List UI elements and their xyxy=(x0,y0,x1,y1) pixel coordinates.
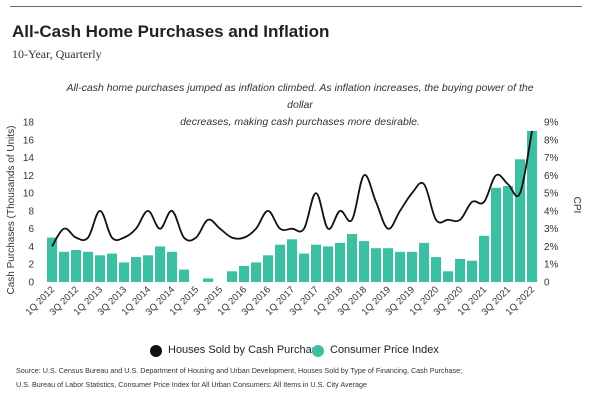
cpi-bar xyxy=(167,251,178,282)
left-tick-label: 0 xyxy=(28,278,34,289)
cpi-bar xyxy=(479,235,490,282)
left-tick-label: 6 xyxy=(28,224,34,235)
left-tick-label: 2 xyxy=(28,260,34,271)
right-tick-label: 9% xyxy=(544,118,559,129)
cpi-bar xyxy=(203,278,214,282)
chart-description: All-cash home purchases jumped as inflat… xyxy=(60,80,540,131)
cpi-bar xyxy=(503,186,514,282)
source-note: Source: U.S. Census Bureau and U.S. Depa… xyxy=(16,364,581,392)
cpi-bar xyxy=(131,257,142,282)
cpi-bar xyxy=(347,234,358,282)
cpi-bar xyxy=(47,237,58,282)
right-tick-label: 6% xyxy=(544,171,559,182)
cpi-bar xyxy=(239,266,250,282)
cpi-bar xyxy=(143,255,154,282)
right-tick-label: 8% xyxy=(544,135,559,146)
cpi-bar xyxy=(371,248,382,282)
cpi-bar xyxy=(383,248,394,282)
cpi-bar xyxy=(155,246,166,282)
cash-purchase-line xyxy=(51,130,533,247)
cpi-bar xyxy=(455,258,466,282)
left-tick-label: 4 xyxy=(28,242,34,253)
cpi-bar xyxy=(275,244,286,282)
cpi-bar xyxy=(311,244,322,282)
cpi-bar xyxy=(527,130,538,282)
left-tick-label: 10 xyxy=(23,189,35,200)
right-tick-label: 3% xyxy=(544,224,559,235)
cpi-bar xyxy=(515,159,526,282)
source-line-2: U.S. Bureau of Labor Statistics, Consume… xyxy=(16,380,368,389)
legend-label-cpi: Consumer Price Index xyxy=(330,344,439,356)
cpi-bar xyxy=(83,251,94,282)
cpi-bar xyxy=(263,255,274,282)
right-tick-label: 2% xyxy=(544,242,559,253)
cpi-bar xyxy=(359,241,370,282)
left-tick-label: 14 xyxy=(23,153,35,164)
cpi-bar xyxy=(419,242,430,282)
cpi-bar xyxy=(467,260,478,282)
cash-purchase-line-path xyxy=(51,130,533,247)
cpi-bar xyxy=(71,250,82,282)
cpi-bar xyxy=(119,262,130,282)
right-axis-ticks: 0 1% 2% 3% 4% 5% 6% 7% 8% 9% xyxy=(544,118,559,289)
left-tick-label: 16 xyxy=(23,135,35,146)
cpi-bar xyxy=(179,269,190,282)
cpi-bar xyxy=(323,246,334,282)
cpi-bar xyxy=(407,251,418,282)
description-line-2: decreases, making cash purchases more de… xyxy=(180,116,420,128)
right-axis-title: CPI xyxy=(571,197,582,214)
right-tick-label: 1% xyxy=(544,260,559,271)
source-line-1: Source: U.S. Census Bureau and U.S. Depa… xyxy=(16,366,463,375)
cpi-bar xyxy=(287,239,298,282)
cpi-bar xyxy=(395,251,406,282)
description-line-1: All-cash home purchases jumped as inflat… xyxy=(66,82,534,111)
cpi-bar xyxy=(431,257,442,282)
right-tick-label: 7% xyxy=(544,153,559,164)
cpi-bar xyxy=(107,253,118,282)
legend-swatch-houses xyxy=(150,345,162,357)
left-tick-label: 12 xyxy=(23,171,35,182)
top-rule xyxy=(10,6,582,7)
left-tick-label: 8 xyxy=(28,206,34,217)
combo-chart: 0 2 4 6 8 10 12 14 16 18 0 1% 2% 3% 4% 5% 6% 7% 8% 9% 1Q 2… xyxy=(6,118,582,318)
cpi-bar xyxy=(491,187,502,282)
right-tick-label: 0 xyxy=(544,278,550,289)
cpi-bar xyxy=(443,271,454,282)
cpi-bar xyxy=(59,251,70,282)
cpi-bar xyxy=(227,271,238,282)
legend-label-houses: Houses Sold by Cash Purchase xyxy=(168,344,324,356)
cpi-bar xyxy=(299,253,310,282)
chart-subtitle: 10-Year, Quarterly xyxy=(12,47,102,61)
right-tick-label: 5% xyxy=(544,189,559,200)
legend-swatch-cpi xyxy=(312,345,324,357)
right-tick-label: 4% xyxy=(544,206,559,217)
cpi-bars xyxy=(47,130,538,282)
cpi-bar xyxy=(95,255,106,282)
left-tick-label: 18 xyxy=(23,118,35,129)
page-title: All-Cash Home Purchases and Inflation xyxy=(12,22,330,41)
left-axis-title: Cash Purchases (Thousands of Units) xyxy=(6,126,17,295)
cpi-bar xyxy=(251,262,262,282)
left-axis-ticks: 0 2 4 6 8 10 12 14 16 18 xyxy=(23,118,35,289)
cpi-bar xyxy=(335,242,346,282)
